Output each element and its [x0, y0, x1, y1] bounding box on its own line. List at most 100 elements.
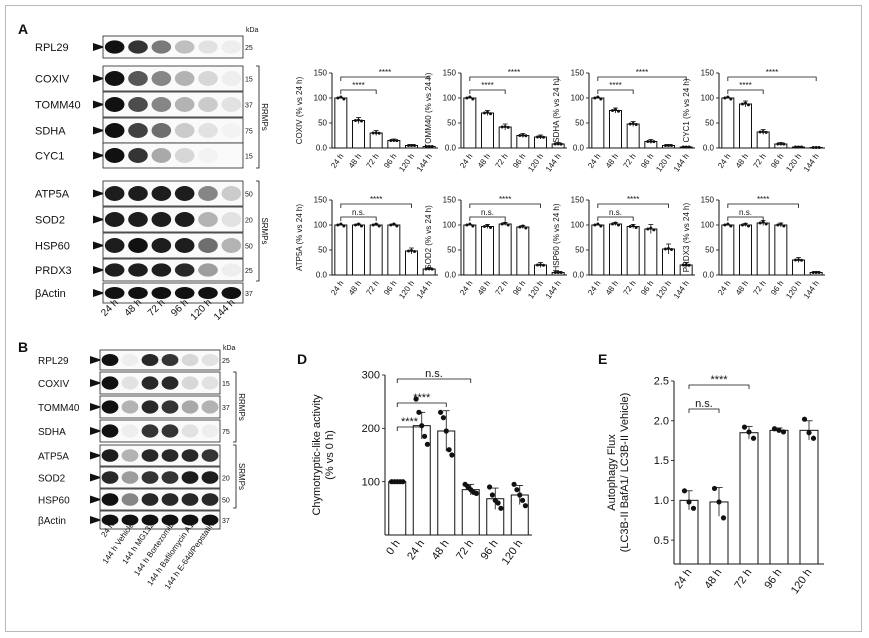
- chart-2-point-2-0: [628, 122, 632, 126]
- chart-1-bar-2: [498, 126, 512, 149]
- blot-b-band-label-5: SOD2: [38, 474, 66, 485]
- chart-6-ytick-label-2: 100: [571, 221, 585, 230]
- chart-5-ytick-label-1: 50: [447, 246, 456, 255]
- chart-8-point-2-2: [443, 428, 449, 434]
- blot-b-band-3-1: [121, 424, 139, 438]
- blot-a-band-8-4: [198, 263, 218, 277]
- chart-8-sig-label-2: ****: [401, 416, 419, 428]
- chart-3-point-1-1: [744, 101, 747, 105]
- blot-a-blot-strip-1: [102, 65, 244, 92]
- blot-a-band-4-1: [128, 148, 148, 163]
- blot-b-band-5-5: [201, 471, 219, 484]
- chart-4-point-3-1: [392, 222, 396, 226]
- blot-b-arrow-2: [90, 403, 102, 411]
- chart-6-ytick-label-1: 50: [575, 246, 584, 255]
- chart-3-point-4-2: [800, 145, 803, 149]
- chart-9-sig-label-0: ****: [710, 374, 728, 386]
- blot-b-group-rrmps: RRMPs: [237, 393, 246, 421]
- chart-5-point-4-1: [539, 263, 542, 267]
- blot-a-band-8-0: [104, 263, 125, 277]
- blot-a-band-2-2: [151, 97, 172, 112]
- blot-a-band-9-2: [151, 287, 172, 299]
- chart-0-sig-label-1: ****: [352, 81, 364, 90]
- chart-2-point-2-2: [634, 122, 638, 126]
- chart-2-point-1-0: [611, 109, 614, 112]
- blot-b-band-label-7: βActin: [38, 516, 66, 527]
- chart-1-point-1-2: [489, 112, 492, 116]
- chart-1-point-3-0: [518, 134, 522, 137]
- chart-8-point-1-4: [424, 441, 431, 447]
- chart-5-bar-1: [481, 226, 494, 276]
- blot-a-band-1-2: [151, 71, 172, 86]
- blot-a-band-2-5: [221, 97, 242, 112]
- chart-7-xtick-label-1: 48 h: [734, 279, 750, 297]
- blot-b-band-6-0: [101, 493, 119, 506]
- blot-b-band-label-0: RPL29: [38, 356, 69, 367]
- panel-label-e: E: [598, 351, 607, 367]
- chart-0-ytick-label-3: 150: [314, 69, 328, 78]
- blot-b-band-4-0: [101, 449, 119, 462]
- blot-b-band-7-2: [141, 514, 159, 526]
- chart-4-ytick-label-1: 50: [318, 246, 327, 255]
- blot-a-band-0-0: [104, 40, 125, 54]
- chart-7-point-4-0: [794, 258, 797, 262]
- chart-7-point-0-1: [726, 222, 730, 226]
- chart-5-xtick-label-3: 96 h: [511, 279, 527, 297]
- blot-b-arrow-0: [90, 356, 102, 364]
- blot-a-band-3-3: [174, 123, 195, 138]
- blot-a-band-label-4: CYC1: [35, 151, 64, 163]
- blot-a-band-0-3: [174, 40, 195, 54]
- chart-1-xtick-label-0: 24 h: [458, 152, 474, 170]
- chart-1-sig-bracket-0: [469, 76, 559, 81]
- blot-b-band-7-1: [121, 514, 139, 526]
- chart-0-point-3-0: [389, 139, 393, 142]
- chart-7-point-3-2: [782, 224, 786, 228]
- blot-a-blot-strip-3: [102, 117, 244, 144]
- blot-a-arrow-6: [93, 215, 105, 224]
- chart-4-ylabel-0: ATP5A (% vs 24 h): [295, 204, 304, 271]
- chart-1-point-5-2: [559, 142, 563, 146]
- blot-b-band-label-2: TOMM40: [38, 403, 80, 414]
- blot-a-band-5-1: [128, 186, 148, 201]
- chart-1-xtick-label-3: 96 h: [511, 152, 527, 170]
- chart-3-point-4-0: [794, 145, 797, 149]
- chart-4-point-1-1: [357, 222, 360, 226]
- blot-a-band-7-0: [104, 238, 125, 253]
- chart-3-point-2-0: [758, 130, 762, 134]
- blot-a-kda-7: 50: [245, 244, 253, 251]
- blot-a-band-3-2: [151, 123, 172, 138]
- chart-2-ytick-label-2: 100: [571, 94, 585, 103]
- blot-a-kda-3: 75: [245, 129, 253, 136]
- blot-b-band-2-0: [101, 400, 119, 414]
- blot-a-band-4-4: [198, 148, 218, 163]
- chart-6-point-5-0: [681, 263, 685, 267]
- chart-9-point-3-0: [771, 426, 778, 432]
- chart-5-point-3-0: [518, 225, 522, 229]
- blot-b-band-2-3: [161, 400, 179, 414]
- blot-a-band-2-4: [198, 97, 218, 112]
- blot-a-band-6-0: [104, 212, 125, 227]
- chart-4-point-4-0: [407, 249, 410, 253]
- blot-a-kda-header: kDa: [246, 27, 259, 34]
- chart-2-point-4-2: [670, 144, 673, 148]
- chart-6-xtick-label-0: 24 h: [586, 279, 602, 297]
- chart-9-point-1-1: [716, 499, 722, 505]
- chart-8-ylabel-1: (% vs 0 h): [324, 430, 336, 480]
- chart-9-ytick-label-0: 0.5: [654, 535, 669, 547]
- chart-1-sig-label-1: ****: [481, 81, 493, 90]
- chart-5-ylabel-0: SOD2 (% vs 24 h): [424, 205, 433, 270]
- chart-0-point-0-1: [339, 95, 343, 99]
- chart-9-point-1-0: [711, 485, 718, 492]
- chart-0-point-5-1: [427, 144, 431, 148]
- chart-8-sig-bracket-1: [396, 402, 447, 407]
- chart-8-ytick-label-0: 100: [362, 476, 380, 488]
- chart-9-point-2-1: [746, 429, 752, 435]
- chart-2-point-1-2: [617, 109, 620, 113]
- blot-b-kda-1: 15: [222, 381, 230, 388]
- blot-b-band-5-2: [141, 471, 159, 484]
- chart-7-point-5-2: [817, 271, 821, 275]
- blot-a-band-1-4: [198, 71, 218, 86]
- chart-2-xtick-label-1: 48 h: [604, 152, 620, 170]
- chart-9-point-0-1: [686, 499, 692, 505]
